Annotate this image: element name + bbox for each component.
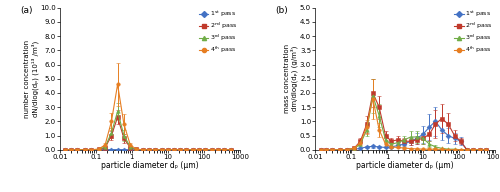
Text: (b): (b) <box>276 6 288 15</box>
Legend: $1^{\rm st}$ pass, $2^{\rm nd}$ pass, $3^{\rm rd}$ pass, $4^{\rm th}$ pass: $1^{\rm st}$ pass, $2^{\rm nd}$ pass, $3… <box>454 9 494 56</box>
Y-axis label: number concentration
dN/dlog(dₚ) (10¹³ /m³): number concentration dN/dlog(dₚ) (10¹³ /… <box>24 40 38 118</box>
X-axis label: particle diameter dₚ (μm): particle diameter dₚ (μm) <box>356 161 454 170</box>
Y-axis label: mass concentration
dm/dlog(dₚ) (g/m³): mass concentration dm/dlog(dₚ) (g/m³) <box>284 44 298 113</box>
Text: (a): (a) <box>20 6 33 15</box>
X-axis label: particle diameter dₚ (μm): particle diameter dₚ (μm) <box>101 161 198 170</box>
Legend: $1^{\rm st}$ pass, $2^{\rm nd}$ pass, $3^{\rm rd}$ pass, $4^{\rm th}$ pass: $1^{\rm st}$ pass, $2^{\rm nd}$ pass, $3… <box>198 9 238 56</box>
